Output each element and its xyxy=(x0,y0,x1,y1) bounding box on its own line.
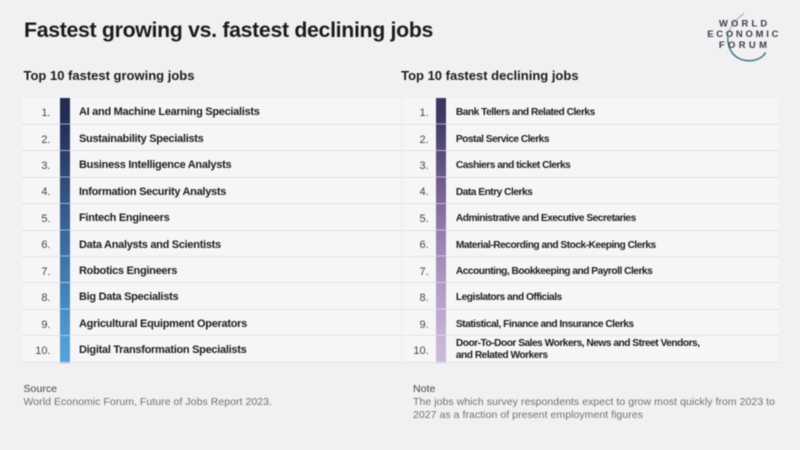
svg-text:ECONOMIC: ECONOMIC xyxy=(707,28,781,39)
svg-text:FORUM: FORUM xyxy=(719,39,770,50)
svg-text:WORLD: WORLD xyxy=(719,18,770,29)
